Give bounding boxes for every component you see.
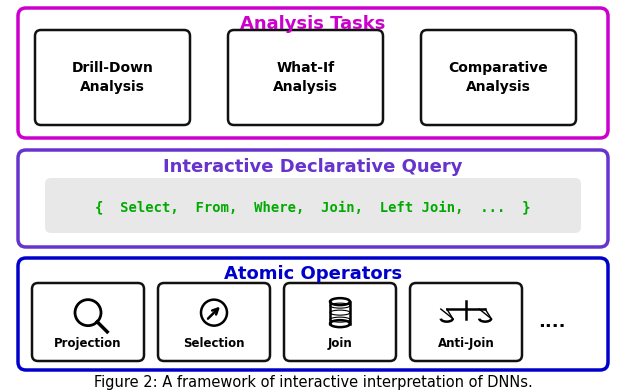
FancyBboxPatch shape (35, 30, 190, 125)
FancyBboxPatch shape (32, 283, 144, 361)
Text: What-If
Analysis: What-If Analysis (273, 61, 338, 94)
Text: Interactive Declarative Query: Interactive Declarative Query (163, 158, 463, 176)
Text: Projection: Projection (54, 338, 122, 350)
Text: Selection: Selection (183, 338, 244, 350)
FancyBboxPatch shape (18, 258, 608, 370)
Text: Figure 2: A framework of interactive interpretation of DNNs.: Figure 2: A framework of interactive int… (93, 376, 532, 390)
FancyBboxPatch shape (228, 30, 383, 125)
FancyBboxPatch shape (284, 283, 396, 361)
FancyBboxPatch shape (18, 8, 608, 138)
Text: Atomic Operators: Atomic Operators (224, 265, 402, 283)
Text: Comparative
Analysis: Comparative Analysis (449, 61, 548, 94)
FancyBboxPatch shape (410, 283, 522, 361)
Text: Join: Join (328, 338, 353, 350)
Text: Analysis Tasks: Analysis Tasks (240, 15, 386, 33)
Text: {  Select,  From,  Where,  Join,  Left Join,  ...  }: { Select, From, Where, Join, Left Join, … (95, 200, 531, 214)
FancyBboxPatch shape (421, 30, 576, 125)
FancyBboxPatch shape (18, 150, 608, 247)
FancyBboxPatch shape (45, 178, 581, 233)
Text: Drill-Down
Analysis: Drill-Down Analysis (72, 61, 154, 94)
Text: ....: .... (538, 313, 566, 331)
FancyBboxPatch shape (158, 283, 270, 361)
Text: Anti-Join: Anti-Join (438, 338, 494, 350)
